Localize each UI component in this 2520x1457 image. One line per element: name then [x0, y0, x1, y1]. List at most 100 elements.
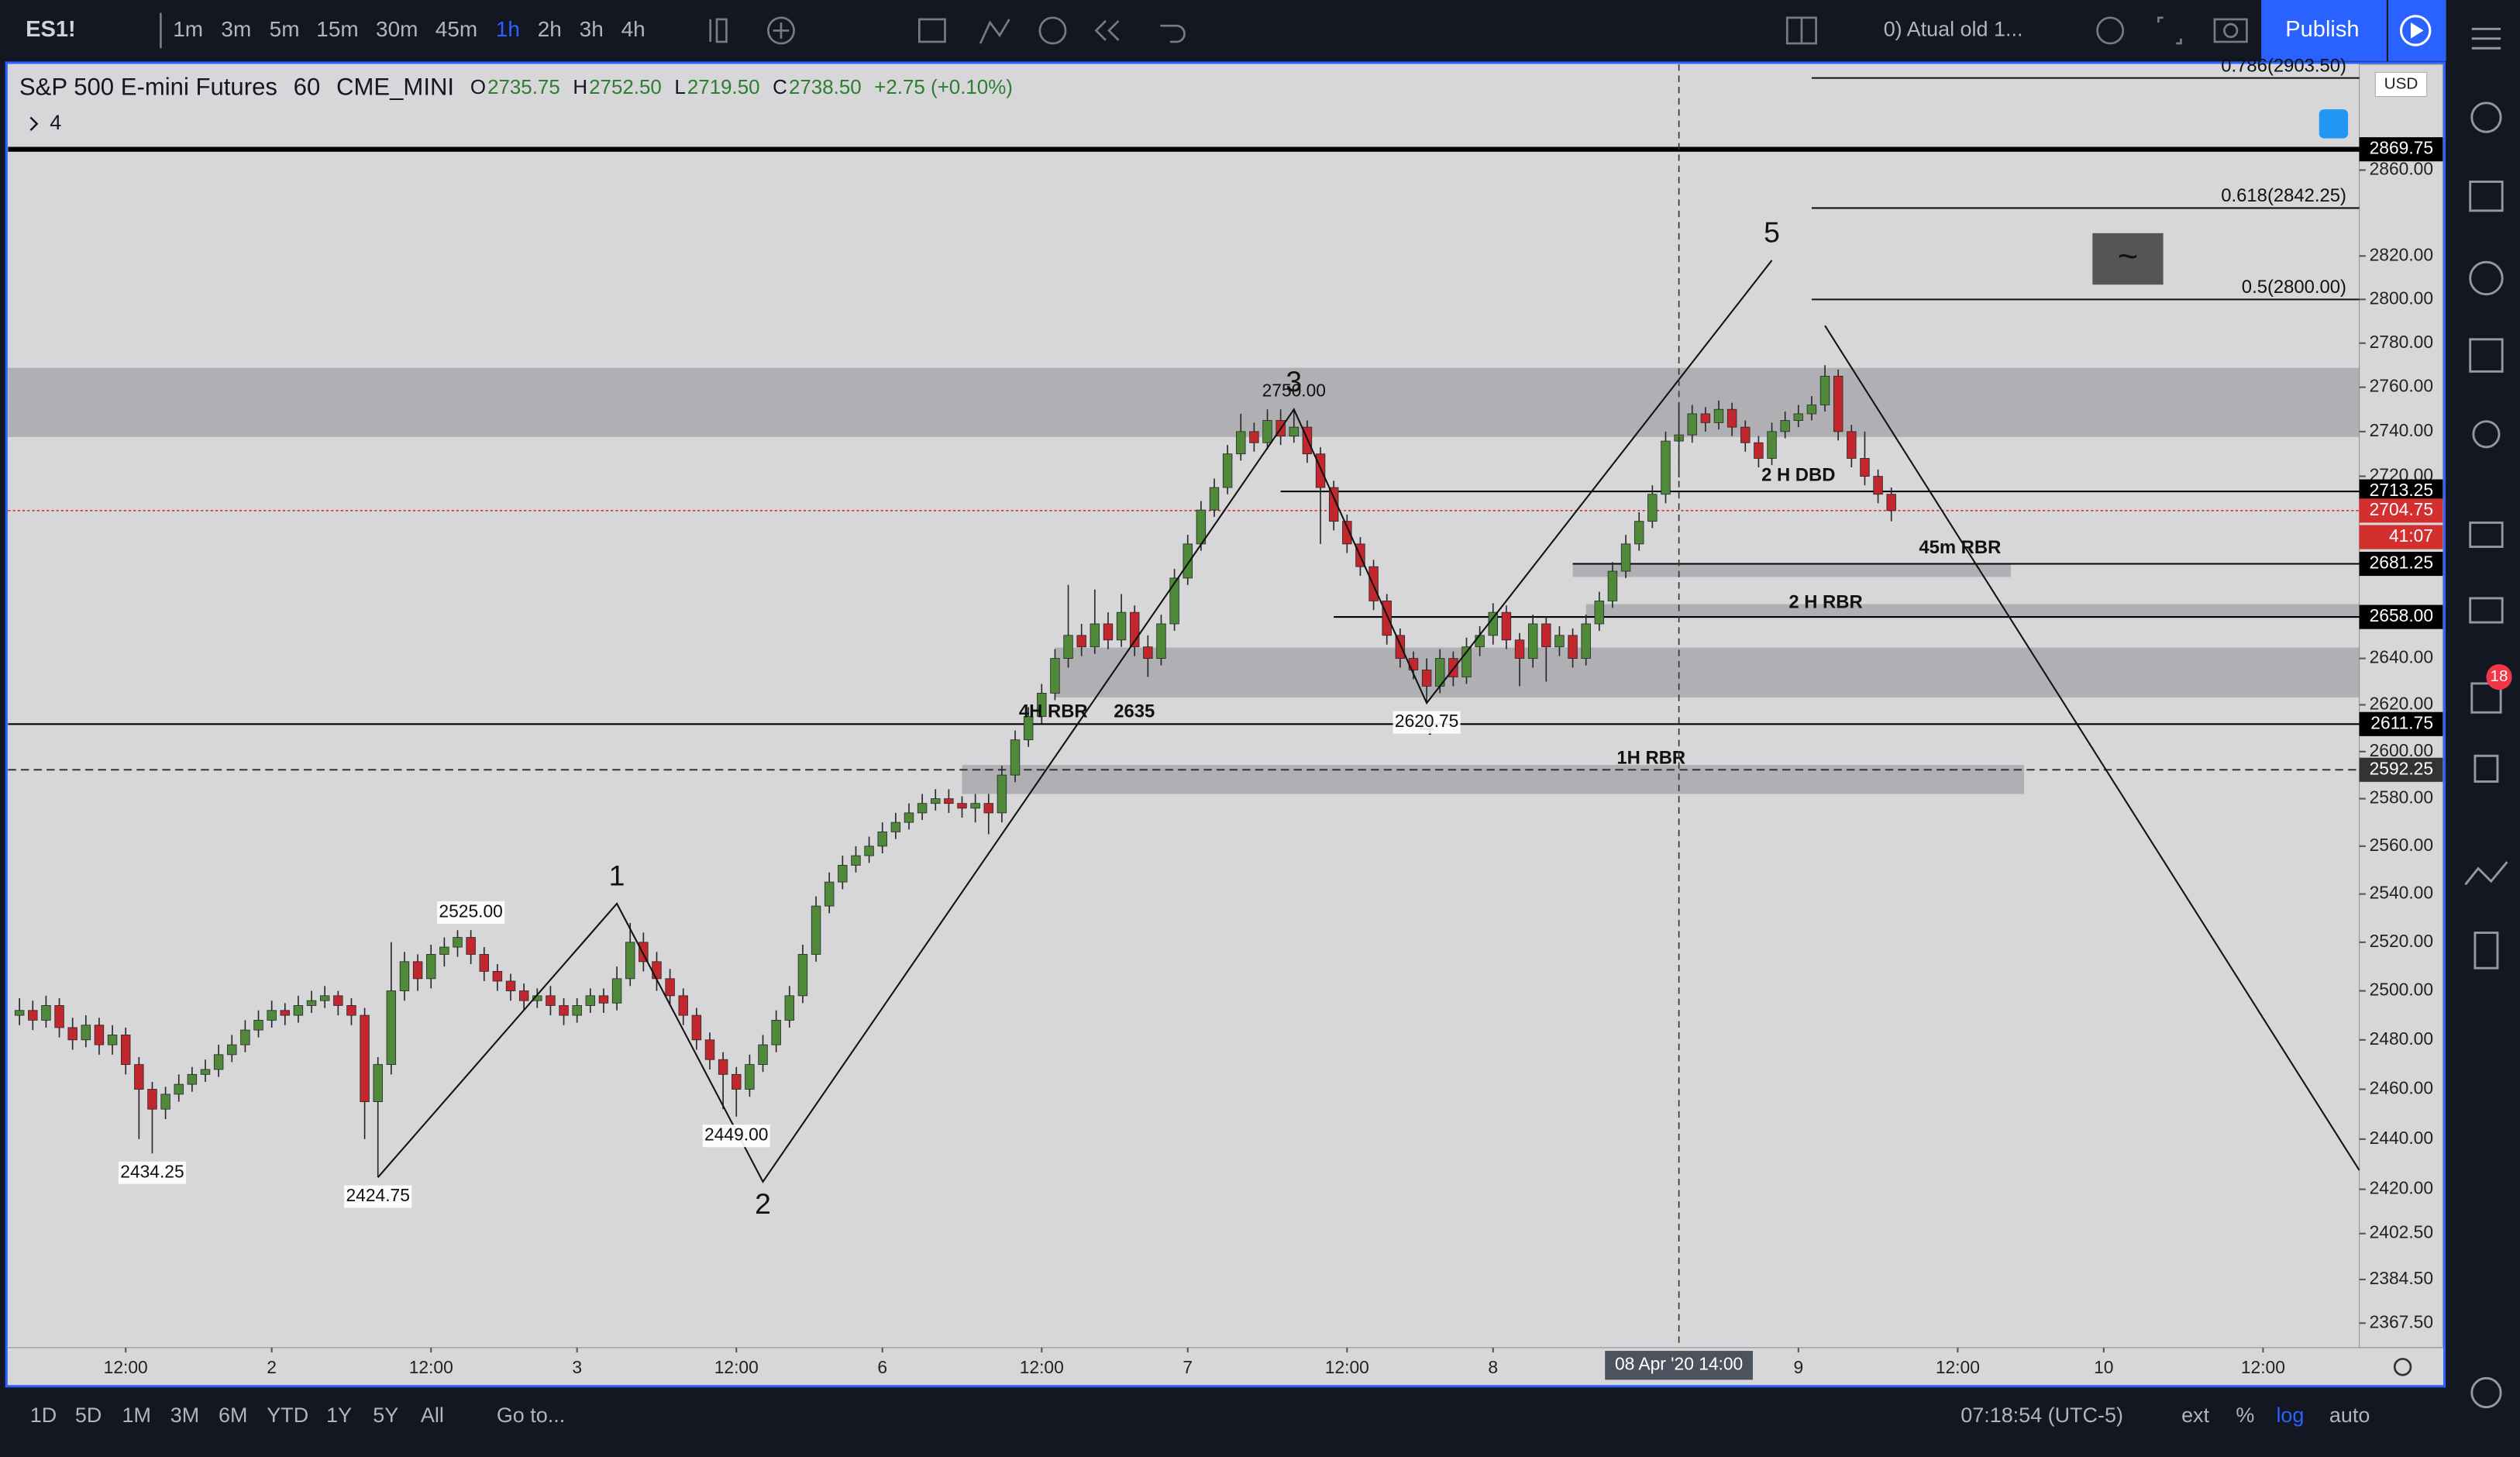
sidebar-icons — [2464, 27, 2508, 1409]
interval-button[interactable]: 15m — [316, 17, 358, 41]
range-button[interactable]: All — [421, 1404, 444, 1427]
range-button[interactable]: YTD — [267, 1404, 308, 1427]
range-button[interactable]: 1M — [122, 1404, 151, 1427]
publish-button[interactable] — [2261, 0, 2387, 61]
candle-body — [1554, 635, 1565, 648]
candle-body — [1860, 458, 1870, 477]
axis-option[interactable]: auto — [2329, 1404, 2370, 1427]
candle-body — [240, 1029, 250, 1045]
axis-option[interactable]: log — [2276, 1404, 2304, 1427]
interval-button[interactable]: 4h — [621, 17, 645, 41]
countdown-tag — [2359, 525, 2443, 549]
range-button[interactable]: 1D — [30, 1404, 57, 1427]
candle-body — [1249, 431, 1259, 443]
x-tick-label: 7 — [1183, 1357, 1193, 1377]
level-tag — [2359, 498, 2443, 523]
interval-button[interactable]: 1h — [496, 17, 520, 41]
price-note: 2434.25 — [120, 1161, 184, 1181]
candle-body — [1103, 623, 1114, 641]
zone-label: 2 H RBR — [1788, 591, 1862, 612]
candle-body — [41, 1005, 51, 1021]
y-tick-label: 2860.00 — [2370, 158, 2433, 178]
candle-body — [1090, 623, 1100, 648]
interval-button[interactable]: 2h — [538, 17, 562, 41]
wave-label: 1 — [609, 859, 625, 892]
toolbar-icons — [160, 12, 2248, 49]
level-tag-label: 2704.75 — [2370, 499, 2433, 519]
candle-body — [732, 1073, 742, 1090]
range-button[interactable]: 5Y — [373, 1404, 398, 1427]
candle-body — [1315, 453, 1326, 488]
candle-body — [28, 1010, 38, 1021]
candle-body — [1222, 453, 1233, 488]
candle-body — [904, 812, 914, 823]
layout-name[interactable]: 0) Atual old 1... — [1884, 18, 2023, 41]
candle-body — [319, 995, 330, 1001]
range-button[interactable]: 5D — [75, 1404, 102, 1427]
candle-body — [333, 995, 343, 1006]
price-note-bg — [118, 1161, 187, 1184]
candle-body — [665, 978, 675, 997]
candle-body — [1793, 413, 1804, 421]
wave-label: 3 — [1286, 365, 1302, 398]
indicator-count[interactable]: 4 — [50, 111, 61, 134]
candle-body — [1023, 716, 1034, 741]
candle-body — [81, 1025, 91, 1041]
sync-button[interactable] — [2319, 109, 2349, 139]
candle-body — [745, 1064, 755, 1090]
candle-body — [426, 954, 436, 980]
legend-item: 2735.75 — [487, 77, 560, 98]
candle-body — [1847, 431, 1857, 459]
candle-body — [1475, 635, 1485, 648]
range-button[interactable]: 3M — [170, 1404, 199, 1427]
candle-body — [479, 954, 489, 972]
interval-button[interactable]: 1m — [173, 17, 203, 41]
legend-item: +2.75 (+0.10%) — [874, 77, 1013, 98]
candle-body — [227, 1044, 237, 1056]
publish-label[interactable]: Publish — [2285, 17, 2359, 42]
candle-body — [864, 846, 874, 856]
legend-item: S&P 500 E-mini Futures — [19, 73, 277, 100]
price-note: 2424.75 — [346, 1185, 410, 1205]
symbol[interactable]: ES1! — [26, 17, 76, 42]
currency-tag — [2374, 71, 2428, 98]
candle-body — [187, 1073, 198, 1085]
range-button[interactable]: 1Y — [326, 1404, 352, 1427]
range-button[interactable]: 6M — [219, 1404, 247, 1427]
axis-option[interactable]: ext — [2181, 1404, 2209, 1427]
goto[interactable]: Go to... — [497, 1404, 565, 1427]
settings-icon[interactable] — [2393, 1358, 2412, 1376]
candle-body — [678, 995, 688, 1016]
candle-body — [546, 995, 556, 1006]
wave-icon: ~ — [2118, 236, 2139, 276]
candle-body — [67, 1027, 77, 1041]
legend-item: H — [573, 77, 587, 98]
candle-body — [572, 1005, 582, 1016]
candle-body — [200, 1069, 211, 1075]
candle-body — [253, 1020, 263, 1031]
interval-button[interactable]: 45m — [435, 17, 477, 41]
candle-body — [1607, 570, 1618, 601]
candle-body — [466, 937, 476, 955]
candle-body — [704, 1039, 715, 1060]
candle-body — [811, 905, 821, 955]
interval-button[interactable]: 3h — [580, 17, 604, 41]
interval-button[interactable]: 30m — [376, 17, 418, 41]
price-note: 2449.00 — [704, 1125, 768, 1145]
zone — [1055, 647, 2360, 698]
interval-button[interactable]: 3m — [221, 17, 251, 41]
axis-option[interactable]: % — [2236, 1404, 2254, 1427]
y-tick-label: 2580.00 — [2370, 787, 2433, 808]
candle-body — [1488, 611, 1498, 636]
y-tick-label: 2520.00 — [2370, 931, 2433, 951]
candle-body — [1129, 611, 1140, 648]
clock: 07:18:54 (UTC-5) — [1961, 1404, 2123, 1427]
zone — [8, 367, 2360, 437]
candle-body — [306, 1000, 317, 1006]
x-tick-label: 8 — [1488, 1357, 1498, 1377]
candle-body — [1501, 611, 1512, 641]
interval-button[interactable]: 5m — [270, 17, 300, 41]
y-tick-label: 2740.00 — [2370, 420, 2433, 440]
zone-label: 2635 — [1114, 701, 1155, 722]
